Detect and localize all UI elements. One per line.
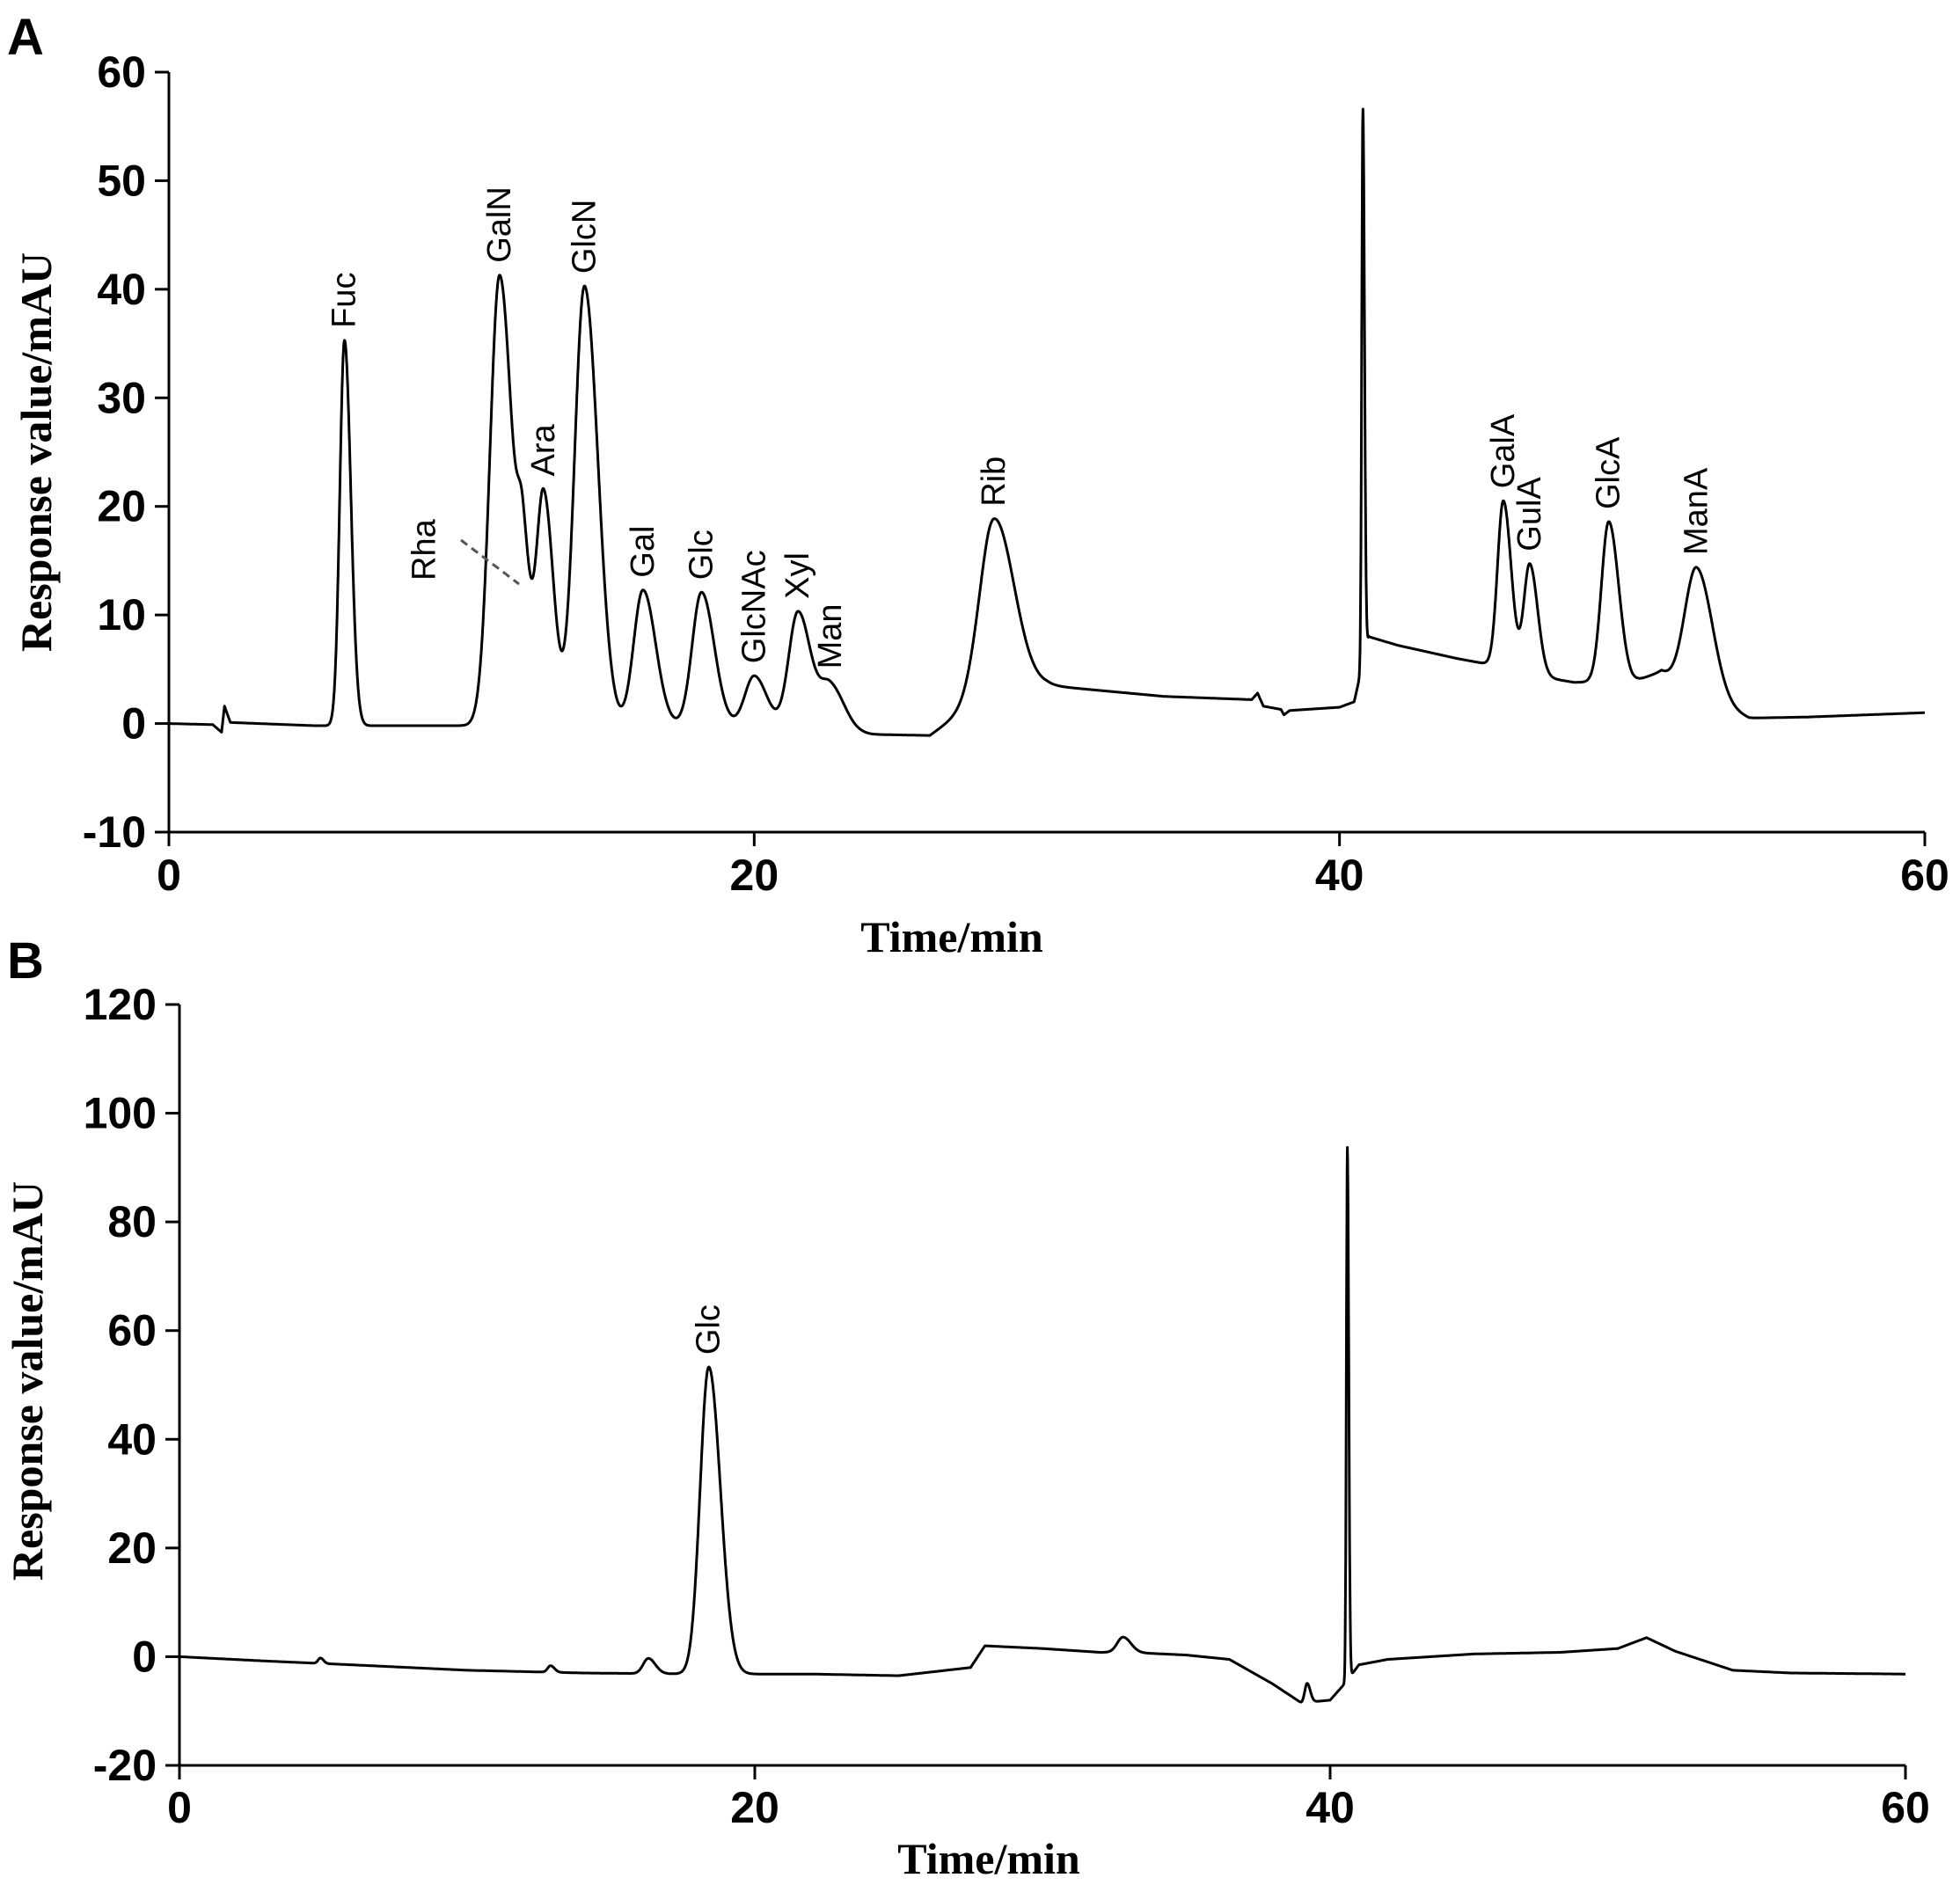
peak-label-gula: GulA bbox=[1511, 477, 1548, 552]
peak-label-xyl: Xyl bbox=[779, 552, 816, 599]
y-tick-label: 0 bbox=[132, 1632, 157, 1681]
panel-b-x-axis-title: Time/min bbox=[897, 1834, 1080, 1883]
peak-label-glca: GlcA bbox=[1591, 436, 1627, 509]
x-tick-label: 40 bbox=[1315, 851, 1364, 900]
x-tick-label: 60 bbox=[1900, 851, 1949, 900]
peak-label-galn: GalN bbox=[481, 186, 518, 263]
peak-label-rib: Rib bbox=[976, 457, 1013, 507]
peak-label-gal: Gal bbox=[625, 526, 662, 578]
panel-b-trace bbox=[178, 1146, 1907, 1704]
peak-label-man: Man bbox=[812, 603, 849, 669]
peak-label-rha: Rha bbox=[406, 518, 443, 581]
y-tick-label: 120 bbox=[84, 980, 157, 1029]
y-tick-label: 10 bbox=[97, 590, 146, 639]
panel-a-letter: A bbox=[7, 9, 44, 66]
y-tick-label: 40 bbox=[107, 1414, 157, 1464]
x-tick-label: 0 bbox=[157, 851, 181, 900]
x-tick-label: 60 bbox=[1881, 1783, 1930, 1832]
peak-label-glcn: GlcN bbox=[566, 200, 603, 274]
peak-label-glc: Glc bbox=[691, 1304, 728, 1355]
y-tick-label: 30 bbox=[97, 373, 146, 422]
panel-a-peak-labels: Fuc GalN Rha Ara GlcN Gal Glc GlcNAc Xyl Man Rib Ga… bbox=[326, 186, 1715, 669]
y-tick-label: 20 bbox=[97, 482, 146, 531]
peak-label-mana: ManA bbox=[1678, 467, 1715, 555]
peak-label-glc: Glc bbox=[684, 530, 720, 580]
y-tick-label: 0 bbox=[121, 699, 146, 749]
panel-a-trace bbox=[167, 107, 1927, 737]
panel-b-y-axis-title: Response value/mAU bbox=[3, 1181, 52, 1581]
peak-label-ara: Ara bbox=[525, 424, 562, 477]
y-tick-label: -10 bbox=[83, 807, 146, 857]
y-tick-label: 50 bbox=[97, 156, 146, 205]
y-tick-label: 40 bbox=[97, 265, 146, 314]
y-tick-label: 100 bbox=[84, 1089, 157, 1138]
x-tick-label: 40 bbox=[1305, 1783, 1355, 1832]
panel-a-y-axis-title: Response value/mAU bbox=[11, 252, 61, 652]
panel-a-x-axis-title: Time/min bbox=[860, 912, 1043, 961]
x-tick-label: 20 bbox=[730, 851, 779, 900]
y-tick-label: 60 bbox=[97, 47, 146, 97]
panel-b-peak-labels: Glc bbox=[691, 1304, 728, 1355]
rha-leader-line bbox=[460, 538, 520, 586]
y-tick-label: 80 bbox=[107, 1197, 157, 1246]
y-tick-label: 60 bbox=[107, 1306, 157, 1355]
peak-label-glcnac: GlcNAc bbox=[735, 550, 772, 663]
y-tick-label: -20 bbox=[93, 1741, 157, 1790]
x-tick-label: 20 bbox=[730, 1783, 779, 1832]
panel-b-letter: B bbox=[7, 932, 44, 990]
x-tick-label: 0 bbox=[167, 1783, 192, 1832]
y-tick-label: 20 bbox=[107, 1523, 157, 1573]
peak-label-gala: GalA bbox=[1485, 413, 1522, 488]
peak-label-fuc: Fuc bbox=[326, 273, 363, 328]
